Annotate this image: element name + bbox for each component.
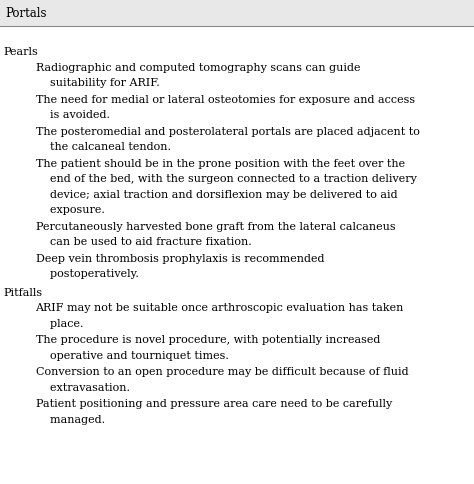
Text: Deep vein thrombosis prophylaxis is recommended: Deep vein thrombosis prophylaxis is reco… [36, 253, 324, 263]
Text: Percutaneously harvested bone graft from the lateral calcaneus: Percutaneously harvested bone graft from… [36, 221, 395, 231]
Text: The posteromedial and posterolateral portals are placed adjacent to: The posteromedial and posterolateral por… [36, 126, 419, 136]
Text: device; axial traction and dorsiflexion may be delivered to aid: device; axial traction and dorsiflexion … [36, 189, 397, 199]
Text: ARIF may not be suitable once arthroscopic evaluation has taken: ARIF may not be suitable once arthroscop… [36, 302, 404, 313]
Text: Radiographic and computed tomography scans can guide: Radiographic and computed tomography sca… [36, 62, 360, 73]
Text: extravasation.: extravasation. [36, 382, 129, 392]
Text: exposure.: exposure. [36, 205, 104, 215]
Text: The patient should be in the prone position with the feet over the: The patient should be in the prone posit… [36, 158, 405, 168]
Bar [0, 0, 474, 27]
Text: the calcaneal tendon.: the calcaneal tendon. [36, 142, 171, 152]
Text: Patient positioning and pressure area care need to be carefully: Patient positioning and pressure area ca… [36, 398, 392, 408]
Text: Portals: Portals [6, 7, 47, 20]
Text: The procedure is novel procedure, with potentially increased: The procedure is novel procedure, with p… [36, 334, 380, 345]
Text: operative and tourniquet times.: operative and tourniquet times. [36, 350, 228, 360]
Text: place.: place. [36, 318, 83, 328]
Text: end of the bed, with the surgeon connected to a traction delivery: end of the bed, with the surgeon connect… [36, 174, 417, 184]
Text: suitability for ARIF.: suitability for ARIF. [36, 78, 159, 88]
Text: Pearls: Pearls [4, 47, 38, 57]
Text: Pitfalls: Pitfalls [4, 287, 43, 297]
Text: Conversion to an open procedure may be difficult because of fluid: Conversion to an open procedure may be d… [36, 366, 408, 377]
Text: can be used to aid fracture fixation.: can be used to aid fracture fixation. [36, 237, 251, 247]
Text: is avoided.: is avoided. [36, 110, 109, 120]
Text: managed.: managed. [36, 414, 105, 424]
Text: postoperatively.: postoperatively. [36, 269, 138, 279]
Text: The need for medial or lateral osteotomies for exposure and access: The need for medial or lateral osteotomi… [36, 94, 415, 105]
